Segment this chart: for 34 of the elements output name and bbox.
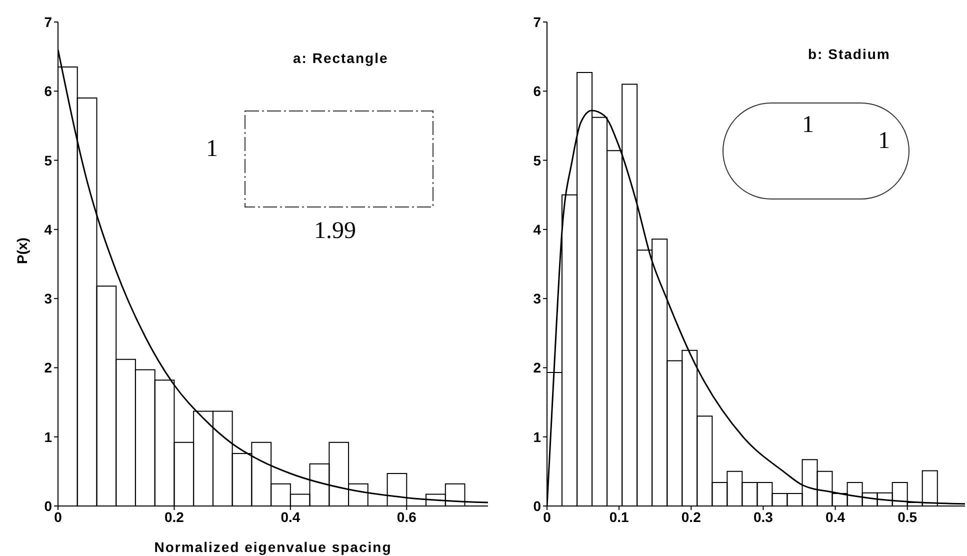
x-tick-label: 0.6 [396,508,417,525]
annotation: b: Stadium [808,46,890,62]
x-axis-title: Normalized eigenvalue spacing [154,539,392,555]
y-tick-label: 4 [533,221,542,238]
annotation: 1.99 [314,218,356,245]
y-tick-label: 6 [44,83,52,100]
y-tick-label: 0 [533,498,542,514]
y-tick-label: 5 [533,152,542,168]
annotation: 1 [878,128,890,155]
y-tick-label: 1 [44,428,52,445]
y-tick-label: 2 [533,360,542,376]
y-tick-label: 6 [533,83,542,100]
y-tick-label: 2 [44,360,52,376]
y-tick-label: 4 [44,221,52,238]
x-tick-label: 0.3 [753,508,774,525]
y-tick-label: 5 [44,152,52,168]
x-tick-label: 0 [543,508,552,525]
x-tick-label: 0.1 [609,508,630,525]
x-tick-label: 0.5 [898,508,918,525]
y-tick-label: 3 [44,290,52,307]
annotation: 1 [802,112,814,139]
x-tick-label: 0 [54,508,62,525]
x-tick-label: 0.4 [280,508,300,525]
y-tick-label: 7 [533,14,542,30]
x-tick-label: 0.2 [164,508,184,525]
y-tick-label: 0 [44,498,52,514]
x-tick-label: 0.2 [681,508,702,525]
y-tick-label: 1 [533,428,542,445]
y-axis-title: P(x) [14,238,30,264]
annotation: a: Rectangle [293,50,388,66]
x-tick-label: 0.4 [826,508,846,525]
y-tick-label: 7 [44,14,52,30]
annotation: 1 [206,136,218,163]
y-tick-label: 3 [533,290,542,307]
